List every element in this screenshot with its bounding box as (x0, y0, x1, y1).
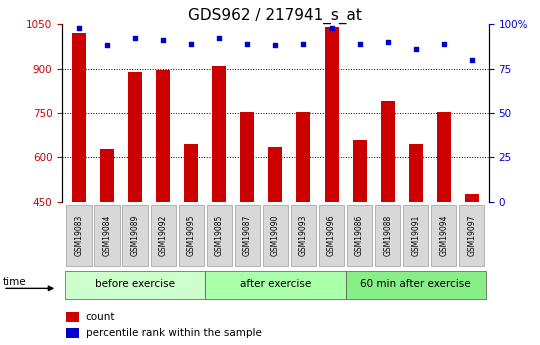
Text: GSM19091: GSM19091 (411, 215, 420, 256)
Bar (184, 144, 198, 202)
Text: after exercise: after exercise (240, 279, 311, 289)
Text: GSM19092: GSM19092 (159, 215, 167, 256)
Bar (156, 70, 170, 202)
Point (159, 37, 167, 43)
Text: GSM19084: GSM19084 (103, 215, 111, 256)
Text: before exercise: before exercise (95, 279, 175, 289)
FancyBboxPatch shape (207, 205, 232, 266)
Bar (296, 111, 310, 202)
Bar (128, 71, 142, 202)
Point (327, 25, 336, 30)
Point (243, 41, 252, 47)
FancyBboxPatch shape (94, 205, 120, 266)
FancyBboxPatch shape (347, 205, 372, 266)
Bar (325, 27, 339, 202)
Text: GSM19090: GSM19090 (271, 215, 280, 256)
Text: GSM19096: GSM19096 (327, 215, 336, 256)
Text: GSM19095: GSM19095 (187, 215, 195, 256)
Point (131, 36, 139, 41)
Bar (437, 111, 451, 202)
Point (440, 41, 448, 47)
Text: GSM19093: GSM19093 (299, 215, 308, 256)
Bar (100, 149, 114, 202)
FancyBboxPatch shape (179, 205, 204, 266)
Text: count: count (85, 312, 115, 322)
Text: GSM19097: GSM19097 (467, 215, 476, 256)
FancyBboxPatch shape (459, 205, 484, 266)
Bar (72, 33, 86, 202)
Bar (381, 101, 395, 202)
Point (75, 25, 83, 30)
Point (215, 36, 224, 41)
Bar (465, 195, 479, 202)
Text: 60 min after exercise: 60 min after exercise (360, 279, 471, 289)
FancyBboxPatch shape (291, 205, 316, 266)
FancyBboxPatch shape (66, 205, 92, 266)
FancyBboxPatch shape (346, 270, 486, 298)
Point (411, 46, 420, 52)
Text: GSM19088: GSM19088 (383, 215, 392, 256)
Point (103, 43, 111, 48)
FancyBboxPatch shape (263, 205, 288, 266)
Bar (212, 66, 226, 202)
FancyBboxPatch shape (123, 205, 148, 266)
FancyBboxPatch shape (151, 205, 176, 266)
Text: GSM19089: GSM19089 (131, 215, 139, 256)
Bar (66, 328, 79, 338)
Bar (409, 144, 423, 202)
Bar (353, 140, 367, 202)
Bar (66, 312, 79, 322)
Text: percentile rank within the sample: percentile rank within the sample (85, 328, 261, 338)
Point (383, 39, 392, 45)
Title: GDS962 / 217941_s_at: GDS962 / 217941_s_at (188, 8, 362, 24)
Point (355, 41, 364, 47)
Text: time: time (3, 277, 27, 286)
Bar (268, 147, 282, 202)
Text: GSM19083: GSM19083 (75, 215, 84, 256)
FancyBboxPatch shape (403, 205, 428, 266)
Point (271, 43, 280, 48)
Text: GSM19085: GSM19085 (215, 215, 224, 256)
Point (187, 41, 195, 47)
FancyBboxPatch shape (431, 205, 456, 266)
FancyBboxPatch shape (65, 270, 205, 298)
Point (468, 57, 476, 62)
Text: GSM19087: GSM19087 (243, 215, 252, 256)
FancyBboxPatch shape (319, 205, 344, 266)
FancyBboxPatch shape (205, 270, 346, 298)
Bar (240, 111, 254, 202)
Text: GSM19086: GSM19086 (355, 215, 364, 256)
Point (299, 41, 308, 47)
FancyBboxPatch shape (375, 205, 400, 266)
FancyBboxPatch shape (235, 205, 260, 266)
Text: GSM19094: GSM19094 (440, 215, 448, 256)
